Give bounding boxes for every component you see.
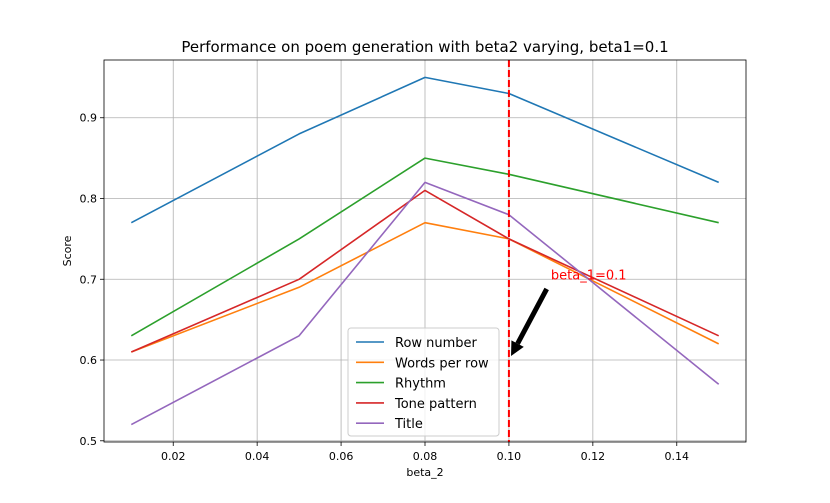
y-tick-label: 0.6 [80,354,98,367]
x-tick-label: 0.14 [665,450,690,463]
y-tick-label: 0.5 [80,435,98,448]
annotation-arrow-head [511,340,524,356]
annotation: beta_1=0.1 [511,268,627,356]
y-axis-label: Score [61,235,74,266]
x-tick-label: 0.10 [497,450,522,463]
x-tick-label: 0.06 [329,450,354,463]
legend: Row number Words per row Rhythm Tone patter… [347,327,500,437]
legend-label: Tone pattern [394,397,477,412]
x-tick-label: 0.02 [161,450,186,463]
series-lines [130,76,720,426]
y-tick-label: 0.9 [80,112,98,125]
legend-label: Row number [395,336,478,351]
chart-title: Performance on poem generation with beta… [181,38,668,56]
series-line-rhythm [130,157,719,337]
x-axis-ticks: 0.02 0.04 0.06 0.08 0.10 0.12 0.14 [161,442,689,463]
series-line-words-per-row [131,221,720,353]
x-axis-label: beta_2 [406,466,443,479]
x-tick-label: 0.08 [413,450,438,463]
legend-label: Title [394,417,423,432]
annotation-label: beta_1=0.1 [551,268,627,283]
annotation-arrow-shaft [515,287,549,345]
series-line-row-number [130,76,720,224]
y-tick-label: 0.8 [80,193,98,206]
x-tick-label: 0.12 [581,450,606,463]
x-tick-label: 0.04 [245,450,270,463]
legend-box [347,327,500,437]
y-axis-ticks: 0.5 0.6 0.7 0.8 0.9 [80,112,104,448]
y-tick-label: 0.7 [80,273,98,286]
legend-label: Words per row [395,356,489,371]
legend-label: Rhythm [395,377,446,392]
series-line-title [130,181,720,426]
